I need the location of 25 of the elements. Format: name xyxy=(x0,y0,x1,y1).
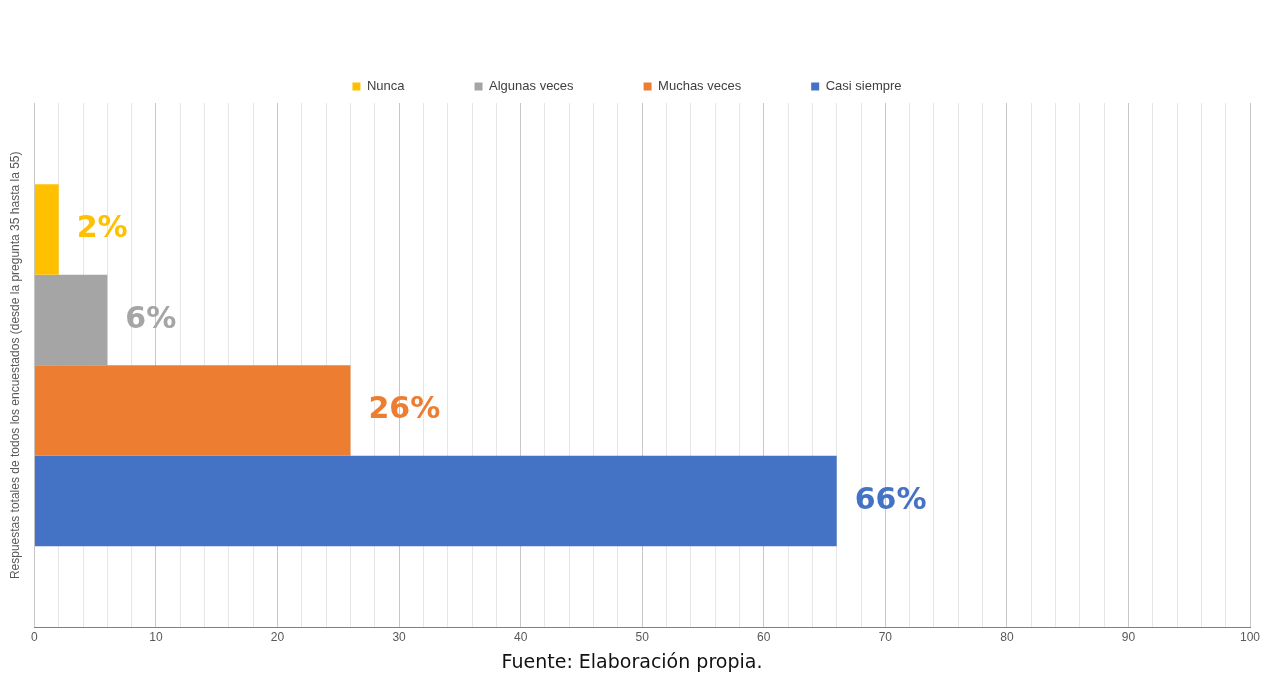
bar xyxy=(34,455,837,547)
legend-label: Muchas veces xyxy=(658,78,742,94)
x-tick-label: 10 xyxy=(149,630,163,645)
legend-label: Algunas veces xyxy=(489,78,575,94)
x-tick-label: 20 xyxy=(270,630,285,645)
data-label: 26% xyxy=(368,390,441,426)
x-tick-label: 30 xyxy=(392,630,407,645)
x-tick-label: 60 xyxy=(757,630,771,645)
data-label: 2% xyxy=(76,209,128,245)
x-tick-label: 40 xyxy=(513,630,528,645)
x-tick-label: 100 xyxy=(1239,630,1261,645)
x-tick-label: 0 xyxy=(31,630,39,645)
x-tick-label: 90 xyxy=(1121,630,1136,645)
y-axis-title: Respuestas totales de todos los encuestados (desde la pregunta 35 hasta la 55) xyxy=(7,151,22,580)
x-tick-label: 50 xyxy=(635,630,650,645)
data-label: 66% xyxy=(854,480,927,516)
bar xyxy=(34,274,108,366)
legend-label: Nunca xyxy=(366,78,406,94)
x-tick-label: 80 xyxy=(1000,630,1014,645)
data-label: 6% xyxy=(125,299,177,335)
bar xyxy=(34,184,59,275)
source-note: Fuente: Elaboración propia. xyxy=(500,650,764,672)
legend-label: Casi siempre xyxy=(825,78,902,94)
bar xyxy=(34,365,351,456)
x-tick-label: 70 xyxy=(878,630,893,645)
